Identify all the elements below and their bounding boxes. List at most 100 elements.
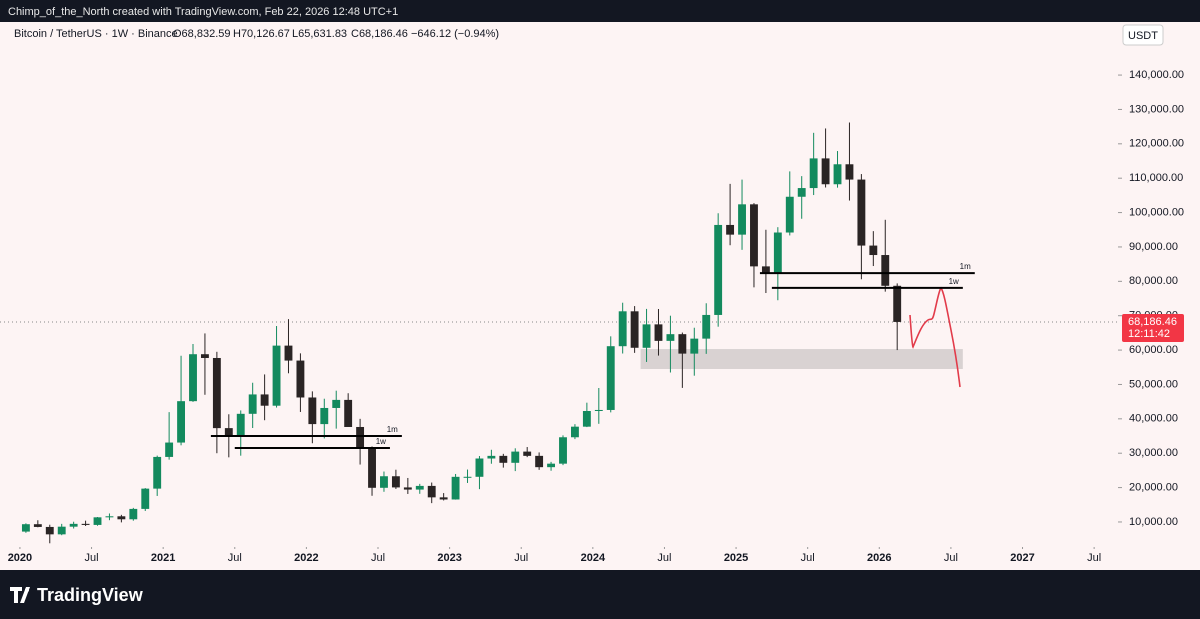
brand: TradingView (37, 585, 144, 605)
y-tick-label: 10,000.00 (1129, 516, 1178, 528)
candle-body (81, 523, 90, 525)
candle-body (177, 401, 186, 443)
candle-body (893, 285, 902, 322)
candle-body (678, 334, 687, 354)
x-tick-label: 2026 (867, 552, 891, 564)
candle-body (535, 455, 544, 468)
x-tick-label: 2024 (581, 552, 606, 564)
x-tick-label: 2020 (8, 552, 32, 564)
candle-body (427, 485, 436, 498)
level-label: 1m (960, 262, 971, 271)
y-tick-label: 50,000.00 (1129, 378, 1178, 390)
candle-body (415, 485, 424, 490)
candle-body (785, 196, 794, 233)
candle-body (523, 451, 532, 456)
candle-body (845, 164, 854, 180)
candle-body (344, 399, 353, 427)
currency: USDT (1128, 30, 1158, 42)
candle-body (129, 508, 138, 520)
candle-body (21, 524, 30, 532)
candle-body (726, 224, 735, 235)
candle-body (224, 428, 233, 436)
candle-body (284, 345, 293, 361)
candle-body (33, 524, 42, 527)
ohlc-value: C68,186.46 (351, 28, 408, 40)
candle-body (248, 394, 257, 414)
y-tick-label: 120,000.00 (1129, 138, 1184, 150)
x-tick-label: Jul (371, 552, 385, 564)
candle-body (606, 346, 615, 410)
x-tick-label: 2025 (724, 552, 748, 564)
currency-box (1122, 24, 1164, 46)
candle-body (320, 407, 329, 425)
candle-body (212, 357, 221, 429)
candle-body (690, 338, 699, 354)
candle-body (797, 188, 806, 197)
level-label: 1m (387, 425, 398, 434)
candle-body (189, 354, 197, 402)
candle-body (773, 232, 782, 273)
candle-body (582, 410, 591, 427)
candle-body (487, 455, 496, 459)
support-zone (640, 349, 963, 369)
y-tick-label: 100,000.00 (1129, 206, 1184, 218)
candle-body (594, 409, 603, 411)
y-tick-label: 30,000.00 (1129, 447, 1178, 459)
candle-body (57, 526, 66, 535)
candle-body (642, 324, 651, 348)
x-tick-label: Jul (801, 552, 815, 564)
candle-body (117, 516, 126, 520)
candle-body (475, 458, 484, 477)
y-tick-label: 130,000.00 (1129, 103, 1184, 115)
candle-body (236, 413, 245, 436)
candle-body (105, 516, 114, 518)
candle-body (260, 394, 269, 406)
y-tick-label: 80,000.00 (1129, 275, 1178, 287)
chart-background (0, 22, 1200, 570)
price-label-box (1122, 313, 1184, 342)
candle-body (272, 345, 281, 406)
candle-body (403, 487, 412, 490)
candle-body (308, 397, 317, 425)
candle-body (702, 314, 711, 339)
ohlc-value: O68,832.59 (173, 28, 231, 40)
candle-body (511, 451, 520, 463)
x-tick-label: 2023 (437, 552, 461, 564)
ohlc-value: L65,631.83 (292, 28, 347, 40)
x-tick-label: Jul (514, 552, 528, 564)
x-tick-label: Jul (1087, 552, 1101, 564)
candle-body (296, 360, 305, 398)
candle-body (391, 476, 400, 488)
candle-body (570, 426, 579, 438)
candle-body (630, 311, 639, 348)
candle-body (618, 311, 627, 347)
candle-body (857, 179, 866, 246)
y-tick-label: 140,000.00 (1129, 69, 1184, 81)
candle-body (499, 455, 508, 463)
candle-body (833, 164, 842, 185)
candle-body (809, 158, 818, 189)
candle-body (881, 255, 890, 286)
candle-body (45, 526, 54, 535)
candle-body (738, 204, 746, 235)
candle-body (141, 488, 150, 509)
x-tick-label: Jul (657, 552, 671, 564)
candle-body (821, 158, 830, 185)
bottom-bar (0, 570, 1200, 619)
candle-body (451, 476, 460, 500)
y-tick-label: 40,000.00 (1129, 413, 1178, 425)
candle-body (165, 442, 174, 457)
candle-body (559, 437, 567, 464)
candle-body (380, 476, 388, 488)
ohlc-value: −646.12 (−0.94%) (411, 28, 499, 40)
x-tick-label: 2021 (151, 552, 175, 564)
level-label: 1w (376, 437, 386, 446)
tv-logo (10, 587, 30, 603)
x-tick-label: Jul (228, 552, 242, 564)
y-tick-label: 110,000.00 (1129, 172, 1183, 184)
x-tick-label: 2022 (294, 552, 318, 564)
chart-title: Bitcoin / TetherUS · 1W · Binance (14, 28, 178, 40)
candle-body (463, 476, 472, 478)
level-label: 1w (949, 277, 959, 286)
candle-body (368, 447, 376, 488)
